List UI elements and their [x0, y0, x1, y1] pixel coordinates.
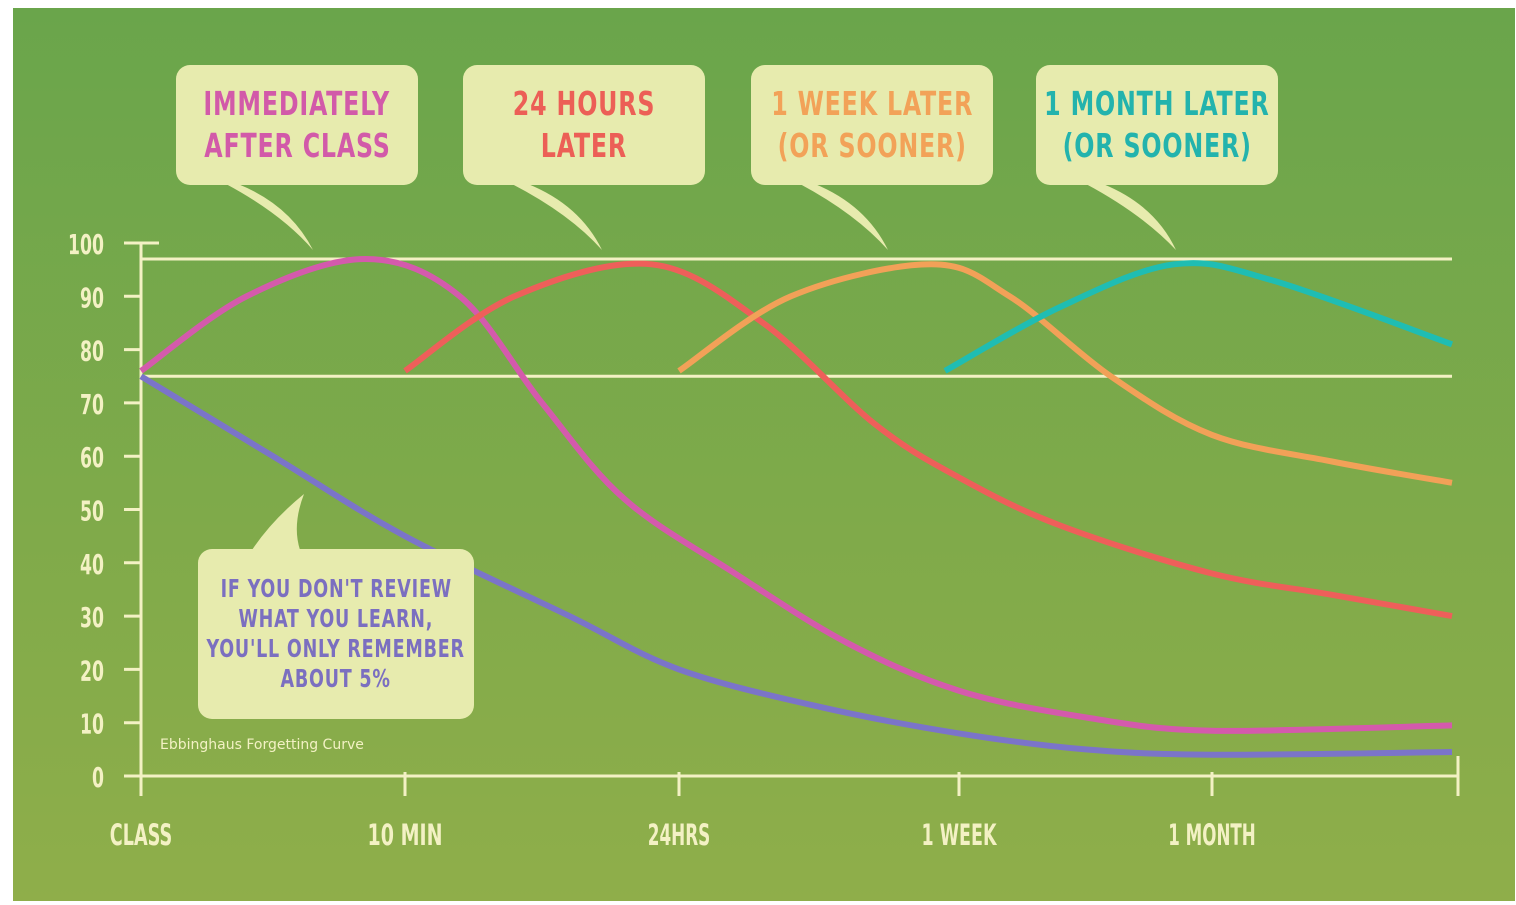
series-line-1	[139, 255, 1453, 734]
y-tick-label: 40	[80, 548, 104, 581]
y-tick-label: 30	[80, 601, 104, 634]
y-tick-label: 90	[80, 281, 104, 314]
annotation-line: AFTER CLASS	[203, 126, 391, 165]
x-tick-label: 24HRS	[648, 818, 711, 852]
y-axis-labels: 0 10 20 30 40 50 60 70 80 90 100	[68, 228, 104, 794]
y-tick-label: 10	[80, 708, 104, 741]
annotation-1-week: 1 WEEK LATER (OR SOONER)	[751, 65, 993, 185]
annotation-24-hours: 24 HOURS LATER	[463, 65, 705, 185]
y-tick-label: 70	[80, 388, 104, 421]
x-tick-label: CLASS	[110, 818, 173, 852]
annotation-line: ABOUT 5%	[280, 664, 392, 693]
tail-immediately	[226, 184, 313, 250]
annotation-immediately: IMMEDIATELY AFTER CLASS	[176, 65, 418, 185]
tail-1-month	[1086, 184, 1176, 250]
annotation-line: IF YOU DON'T REVIEW	[220, 574, 452, 603]
tail-24-hours	[512, 184, 602, 250]
annotation-1-month: 1 MONTH LATER (OR SOONER)	[1036, 65, 1278, 185]
y-tick-label: 50	[80, 495, 104, 528]
curves	[139, 255, 1454, 758]
annotation-line: 24 HOURS	[512, 84, 656, 123]
annotation-no-review: IF YOU DON'T REVIEW WHAT YOU LEARN, YOU'…	[198, 549, 474, 719]
tail-1-week	[800, 184, 888, 250]
x-tick-label: 1 WEEK	[922, 818, 998, 852]
annotation-line: (OR SOONER)	[777, 126, 967, 165]
y-tick-label: 20	[80, 654, 104, 687]
annotation-line: YOU'LL ONLY REMEMBER	[206, 634, 466, 663]
y-tick-label: 80	[80, 335, 104, 368]
annotation-line: 1 WEEK LATER	[771, 84, 973, 123]
x-tick-label: 10 MIN	[368, 818, 443, 852]
annotation-line: LATER	[540, 126, 628, 165]
annotation-line: 1 MONTH LATER	[1044, 84, 1270, 123]
series-line-0	[139, 373, 1453, 758]
annotation-line: (OR SOONER)	[1062, 126, 1252, 165]
series-line-4	[943, 260, 1454, 374]
series-line-3	[677, 261, 1453, 486]
tail-no-review	[252, 494, 304, 550]
y-tick-label: 60	[80, 441, 104, 474]
y-tick-label: 0	[92, 761, 104, 794]
annotation-line: WHAT YOU LEARN,	[238, 604, 434, 633]
series-line-2	[403, 260, 1453, 620]
axes	[124, 241, 1460, 796]
annotation-line: IMMEDIATELY	[203, 84, 391, 123]
x-axis-labels: CLASS 10 MIN 24HRS 1 WEEK 1 MONTH	[110, 818, 1256, 852]
y-tick-label: 100	[68, 228, 104, 261]
chart-caption: Ebbinghaus Forgetting Curve	[160, 737, 364, 753]
x-tick-label: 1 MONTH	[1168, 818, 1256, 852]
